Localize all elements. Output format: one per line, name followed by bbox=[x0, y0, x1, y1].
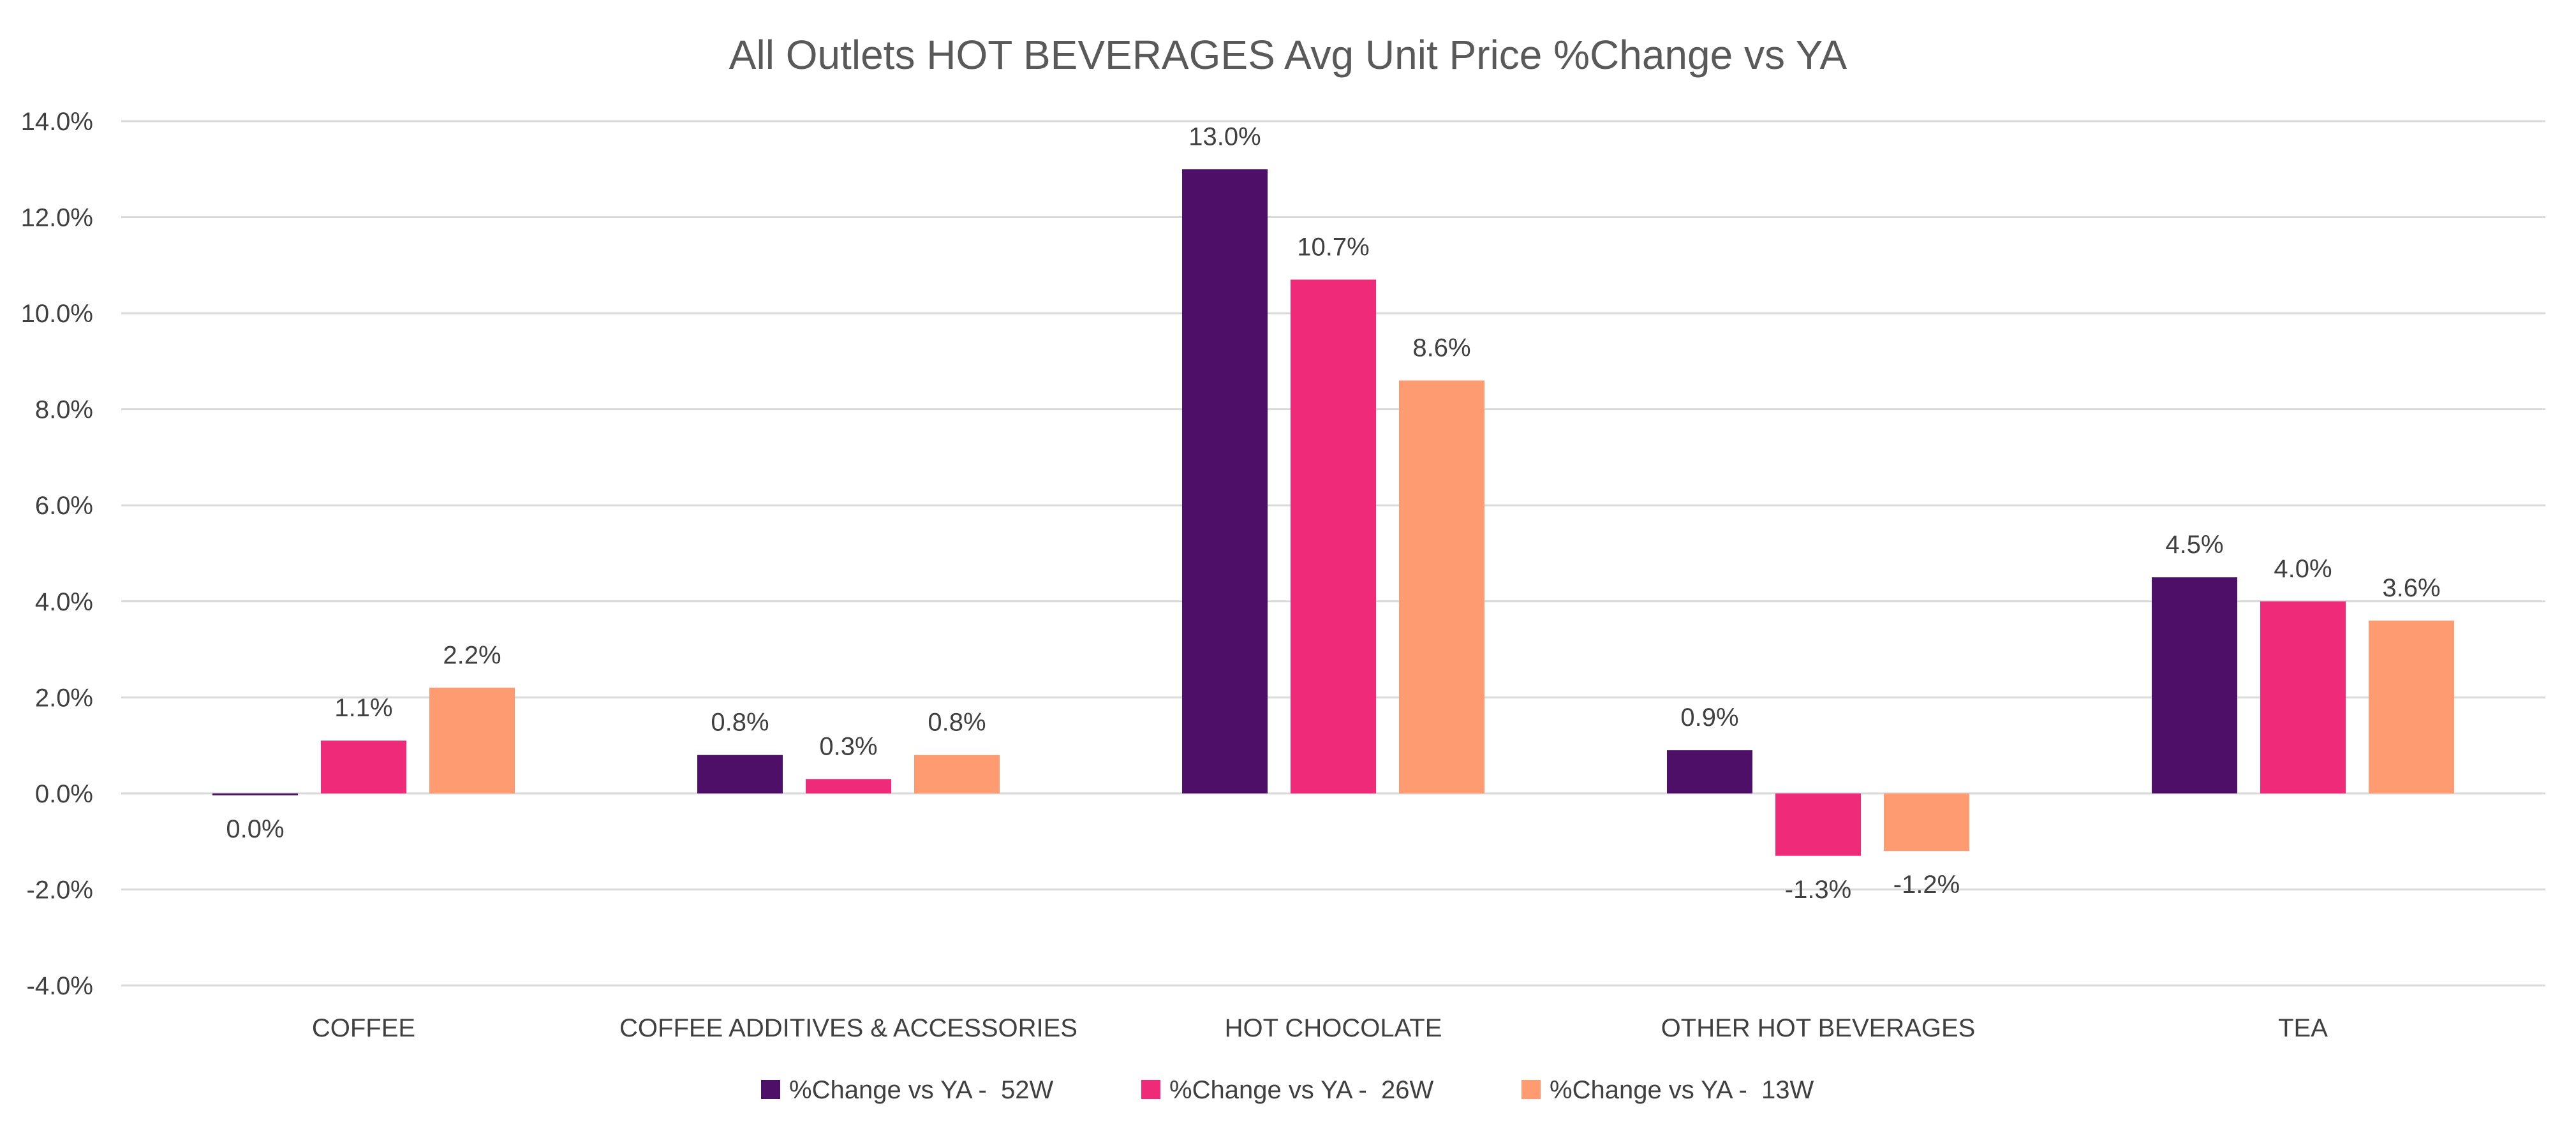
data-label: 10.7% bbox=[1297, 233, 1369, 261]
data-label: 0.8% bbox=[711, 709, 769, 737]
data-label: -1.3% bbox=[1785, 876, 1852, 904]
data-label: 4.0% bbox=[2274, 555, 2332, 583]
legend-label: %Change vs YA - 13W bbox=[1550, 1076, 1814, 1104]
x-axis-category-labels: COFFEE COFFEE ADDITIVES & ACCESSORIES HOT … bbox=[312, 1014, 2328, 1042]
legend-swatch bbox=[761, 1080, 780, 1099]
legend-swatch bbox=[1521, 1080, 1541, 1099]
category-label: TEA bbox=[2278, 1014, 2328, 1042]
bar bbox=[2260, 601, 2346, 793]
data-label: 13.0% bbox=[1188, 122, 1261, 151]
bar bbox=[914, 755, 1000, 793]
bar bbox=[1182, 169, 1268, 793]
bar bbox=[1775, 793, 1861, 856]
legend-label: %Change vs YA - 26W bbox=[1169, 1076, 1434, 1104]
bar bbox=[2369, 620, 2454, 793]
data-label: 0.9% bbox=[1680, 704, 1738, 732]
y-tick-label: 8.0% bbox=[35, 396, 93, 424]
legend: %Change vs YA - 52W %Change vs YA - 26W %C… bbox=[761, 1076, 1814, 1104]
bar bbox=[1667, 750, 1752, 793]
bar bbox=[1291, 279, 1376, 793]
bar bbox=[429, 688, 515, 793]
data-label: 3.6% bbox=[2382, 574, 2440, 602]
bar bbox=[212, 793, 298, 795]
y-tick-label: -2.0% bbox=[27, 876, 94, 904]
y-tick-label: 2.0% bbox=[35, 684, 93, 712]
y-axis-tick-labels: -4.0% -2.0% 0.0% 2.0% 4.0% 6.0% 8.0% 10.0% 12.0%… bbox=[21, 108, 93, 1000]
category-label: HOT CHOCOLATE bbox=[1225, 1014, 1442, 1042]
data-labels: 0.0% 1.1% 2.2% 0.8% 0.3% 0.8% 13.0% 10.7% 8.6% 0.… bbox=[226, 122, 2440, 903]
category-label: OTHER HOT BEVERAGES bbox=[1661, 1014, 1976, 1042]
y-tick-label: 6.0% bbox=[35, 492, 93, 520]
data-label: 0.8% bbox=[928, 709, 986, 737]
data-label: -1.2% bbox=[1893, 871, 1960, 899]
bar bbox=[321, 741, 406, 793]
data-label: 0.3% bbox=[819, 732, 877, 760]
data-label: 4.5% bbox=[2165, 531, 2223, 559]
data-label: 1.1% bbox=[334, 694, 392, 722]
bar bbox=[806, 779, 891, 793]
y-tick-label: -4.0% bbox=[27, 972, 94, 1000]
y-tick-label: 0.0% bbox=[35, 780, 93, 808]
bar bbox=[1399, 380, 1484, 793]
category-label: COFFEE bbox=[312, 1014, 415, 1042]
data-label: 0.0% bbox=[226, 815, 284, 843]
chart-title: All Outlets HOT BEVERAGES Avg Unit Price… bbox=[729, 32, 1847, 78]
data-label: 8.6% bbox=[1412, 334, 1470, 362]
bar bbox=[697, 755, 783, 793]
bars bbox=[212, 169, 2454, 856]
y-tick-label: 12.0% bbox=[21, 204, 93, 232]
category-label: COFFEE ADDITIVES & ACCESSORIES bbox=[619, 1014, 1077, 1042]
y-tick-label: 4.0% bbox=[35, 588, 93, 616]
bar bbox=[1884, 793, 1969, 852]
bar bbox=[2152, 577, 2237, 793]
y-tick-label: 10.0% bbox=[21, 300, 93, 328]
y-tick-label: 14.0% bbox=[21, 108, 93, 136]
legend-label: %Change vs YA - 52W bbox=[789, 1076, 1054, 1104]
data-label: 2.2% bbox=[443, 641, 501, 669]
legend-swatch bbox=[1141, 1080, 1160, 1099]
